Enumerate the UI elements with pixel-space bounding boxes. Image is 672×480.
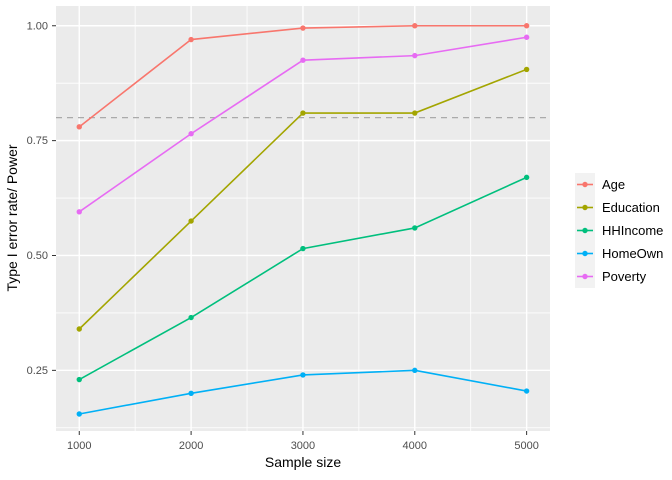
data-point-age: [412, 23, 418, 29]
x-axis-title: Sample size: [264, 454, 342, 470]
data-point-homeown: [188, 390, 194, 397]
data-point-hhincome: [188, 314, 194, 321]
y-tick-label: 1.00: [27, 20, 48, 32]
data-point-hhincome: [412, 225, 418, 231]
data-point-education: [76, 326, 82, 332]
data-point-age: [76, 124, 82, 130]
legend-key-swatch: [575, 196, 595, 219]
data-point-poverty: [300, 57, 306, 63]
legend-key-swatch: [575, 242, 595, 265]
legend-key-glyph: [577, 250, 593, 257]
data-point-homeown: [300, 372, 306, 378]
data-point-hhincome: [300, 245, 306, 252]
x-tick-label: 1000: [67, 440, 91, 452]
legend-label: Age: [602, 177, 626, 192]
legend-key-swatch: [575, 173, 595, 196]
legend-key-glyph: [577, 181, 593, 188]
y-axis-title: Type I error rate/ Power: [4, 144, 20, 292]
legend-key-glyph: [577, 227, 593, 234]
legend-item-poverty: Poverty: [575, 265, 663, 288]
y-tick-label: 0.25: [27, 365, 48, 377]
data-point-homeown: [76, 411, 82, 417]
legend-key-swatch: [575, 219, 595, 242]
data-point-education: [523, 66, 530, 73]
legend-label: HomeOwn: [602, 246, 664, 261]
data-point-hhincome: [76, 376, 82, 383]
data-point-homeown: [523, 388, 530, 394]
data-point-education: [412, 110, 418, 116]
legend-key-glyph: [577, 204, 593, 211]
legend-label: HHIncome: [602, 223, 664, 238]
y-tick-label: 0.50: [27, 250, 48, 262]
legend-label: Education: [602, 200, 660, 215]
legend-item-homeown: HomeOwn: [575, 242, 663, 265]
data-point-homeown: [412, 367, 418, 374]
x-tick-label: 4000: [403, 440, 427, 452]
y-tick-label: 0.75: [27, 135, 48, 147]
legend-item-education: Education: [575, 196, 663, 219]
legend-key-swatch: [575, 265, 595, 288]
x-tick-label: 3000: [291, 440, 315, 452]
data-point-poverty: [188, 131, 194, 137]
data-point-age: [523, 23, 530, 29]
data-point-age: [300, 25, 306, 31]
x-tick-label: 5000: [514, 440, 538, 452]
data-point-hhincome: [523, 174, 530, 181]
data-point-age: [188, 36, 194, 43]
data-point-education: [300, 110, 306, 116]
legend: Age Education HHIncome HomeOwn Poverty: [575, 173, 663, 288]
data-point-poverty: [412, 52, 418, 59]
data-point-poverty: [76, 209, 82, 215]
legend-label: Poverty: [602, 269, 647, 284]
legend-item-age: Age: [575, 173, 663, 196]
data-point-poverty: [523, 34, 530, 40]
legend-item-hhincome: HHIncome: [575, 219, 663, 242]
x-tick-label: 2000: [179, 440, 203, 452]
legend-key-glyph: [577, 273, 593, 280]
data-point-education: [188, 218, 194, 224]
